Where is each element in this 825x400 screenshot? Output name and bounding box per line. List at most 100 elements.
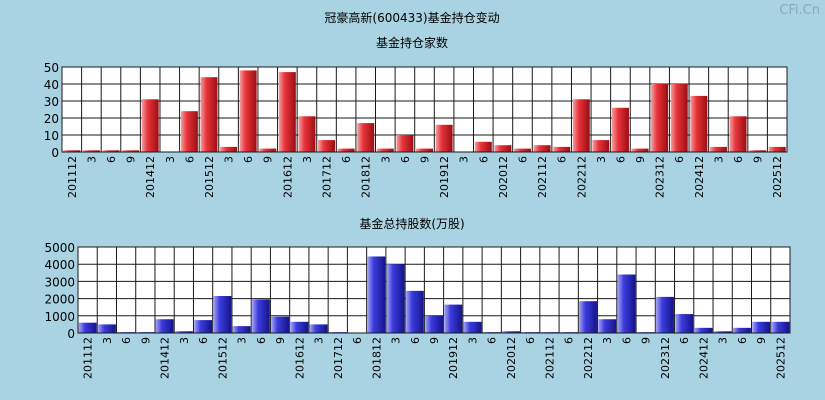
x-tick-label: 201712 (332, 337, 345, 379)
x-tick-label: 6 (255, 337, 268, 344)
x-tick-label: 6 (351, 337, 364, 344)
x-tick-label: 9 (274, 337, 287, 344)
bar (513, 148, 531, 152)
x-tick-label: 202012 (505, 337, 518, 379)
y-tick-label: 3000 (44, 275, 75, 289)
bar (631, 148, 649, 152)
bar (367, 256, 386, 333)
x-tick-label: 3 (595, 156, 608, 163)
bar (617, 274, 636, 333)
x-tick-label: 202312 (659, 337, 672, 379)
bar (405, 290, 424, 333)
x-tick-label: 6 (105, 156, 118, 163)
x-tick-label: 201412 (144, 156, 157, 198)
x-tick-label: 6 (736, 337, 749, 344)
x-tick-label: 201512 (216, 337, 229, 379)
bar (553, 146, 571, 152)
bar (694, 327, 713, 333)
bar (444, 304, 463, 333)
bar (463, 321, 482, 333)
x-tick-label: 3 (236, 337, 249, 344)
bar (386, 264, 405, 333)
y-tick-label: 20 (44, 112, 59, 126)
x-tick-label: 6 (678, 337, 691, 344)
bar (416, 148, 433, 152)
x-tick-label: 3 (178, 337, 191, 344)
chart-2-title: 基金总持股数(万股) (359, 216, 464, 231)
x-tick-label: 202112 (536, 156, 549, 198)
bar (318, 140, 336, 152)
x-tick-label: 9 (139, 337, 152, 344)
bar (771, 321, 790, 333)
x-tick-label: 6 (120, 337, 133, 344)
x-tick-label: 9 (428, 337, 441, 344)
bar (78, 322, 97, 333)
bar (155, 319, 174, 333)
bar (709, 146, 727, 152)
x-tick-label: 6 (673, 156, 686, 163)
x-tick-label: 3 (458, 156, 471, 163)
x-tick-label: 201112 (66, 156, 79, 198)
bar (239, 70, 257, 152)
x-tick-label: 3 (466, 337, 479, 344)
bar (396, 135, 414, 152)
bar (768, 146, 786, 152)
bar (174, 331, 193, 333)
bar (494, 145, 512, 152)
bar (611, 107, 629, 152)
watermark-logo: CFi.Cn (779, 3, 820, 18)
bar (675, 314, 694, 333)
x-tick-label: 3 (313, 337, 326, 344)
x-tick-label: 6 (197, 337, 210, 344)
bar (690, 95, 708, 152)
chart-1-title: 基金持仓家数 (376, 35, 448, 50)
x-tick-label: 202512 (774, 337, 787, 379)
x-tick-label: 201812 (370, 337, 383, 379)
bar (97, 324, 116, 333)
x-tick-label: 201712 (321, 156, 334, 198)
bar (82, 150, 100, 152)
x-tick-label: 202212 (582, 337, 595, 379)
bar (425, 315, 443, 333)
bar (309, 324, 328, 333)
x-tick-label: 202412 (693, 156, 706, 198)
bar (298, 116, 316, 152)
bar (232, 326, 251, 333)
bar (713, 331, 732, 333)
bar (572, 99, 590, 152)
bar (357, 123, 375, 152)
y-tick-label: 4000 (44, 258, 75, 272)
x-tick-label: 3 (164, 156, 177, 163)
y-tick-label: 1000 (44, 310, 75, 324)
x-tick-label: 6 (556, 156, 569, 163)
x-tick-label: 9 (634, 156, 647, 163)
bar (290, 321, 309, 333)
x-tick-label: 201512 (203, 156, 216, 198)
x-tick-label: 201112 (82, 337, 95, 379)
y-tick-label: 5000 (44, 241, 75, 255)
x-tick-label: 201612 (281, 156, 294, 198)
x-tick-label: 202012 (497, 156, 510, 198)
x-tick-label: 201612 (293, 337, 306, 379)
x-tick-label: 6 (409, 337, 422, 344)
bar (141, 99, 159, 152)
x-tick-label: 6 (242, 156, 255, 163)
x-tick-label: 3 (301, 156, 314, 163)
x-tick-label: 202212 (575, 156, 588, 198)
bar (102, 150, 120, 152)
x-tick-label: 9 (262, 156, 275, 163)
bar (533, 145, 551, 152)
page-title: 冠豪高新(600433)基金持仓变动 (324, 10, 499, 25)
x-tick-label: 6 (563, 337, 576, 344)
x-tick-label: 3 (717, 337, 730, 344)
bar (220, 146, 238, 152)
bar (501, 331, 520, 333)
bar (752, 321, 771, 333)
bar (729, 116, 747, 152)
bar (655, 296, 674, 333)
x-tick-label: 202312 (654, 156, 667, 198)
x-tick-label: 9 (125, 156, 138, 163)
x-tick-label: 3 (601, 337, 614, 344)
